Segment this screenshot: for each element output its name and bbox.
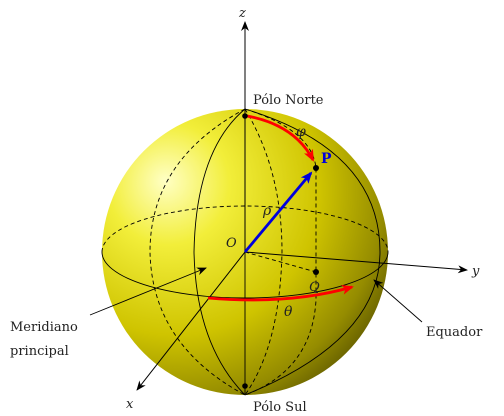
equator-pointer [373,279,423,323]
north-pole-label: Pólo Norte [253,93,324,108]
y-axis [244,251,468,274]
oq-line [244,251,317,273]
rho-label: ρ [262,203,272,219]
back-meridian-left [149,108,246,396]
south-pole-label: Pólo Sul [253,400,307,415]
phi-label: φ [296,124,306,140]
z-axis-label: z [238,6,246,21]
x-axis-label: x [126,397,134,412]
meridian-p [244,108,317,396]
y-axis-label: y [471,264,480,279]
theta-label: θ [284,304,293,320]
point-p-label: P [321,151,332,167]
origin-label: O [226,236,237,251]
rho-vector [243,171,313,253]
point-q-label: Q [309,280,320,295]
point-q [313,269,319,275]
theta-arc [207,284,354,302]
north-pole-point [242,113,248,119]
meridian-pointer [89,267,207,316]
point-p [313,165,319,171]
equator-back [101,205,389,253]
meridian-label-line2: principal [10,344,69,359]
back-meridian-right [244,108,283,396]
meridian-front [244,108,381,396]
equator-label: Equador [426,325,483,340]
meridian-label-line1: Meridiano [10,320,78,335]
south-pole-point [242,383,248,389]
x-axis [136,251,246,391]
prime-meridian [193,108,246,396]
phi-arc [246,114,315,162]
